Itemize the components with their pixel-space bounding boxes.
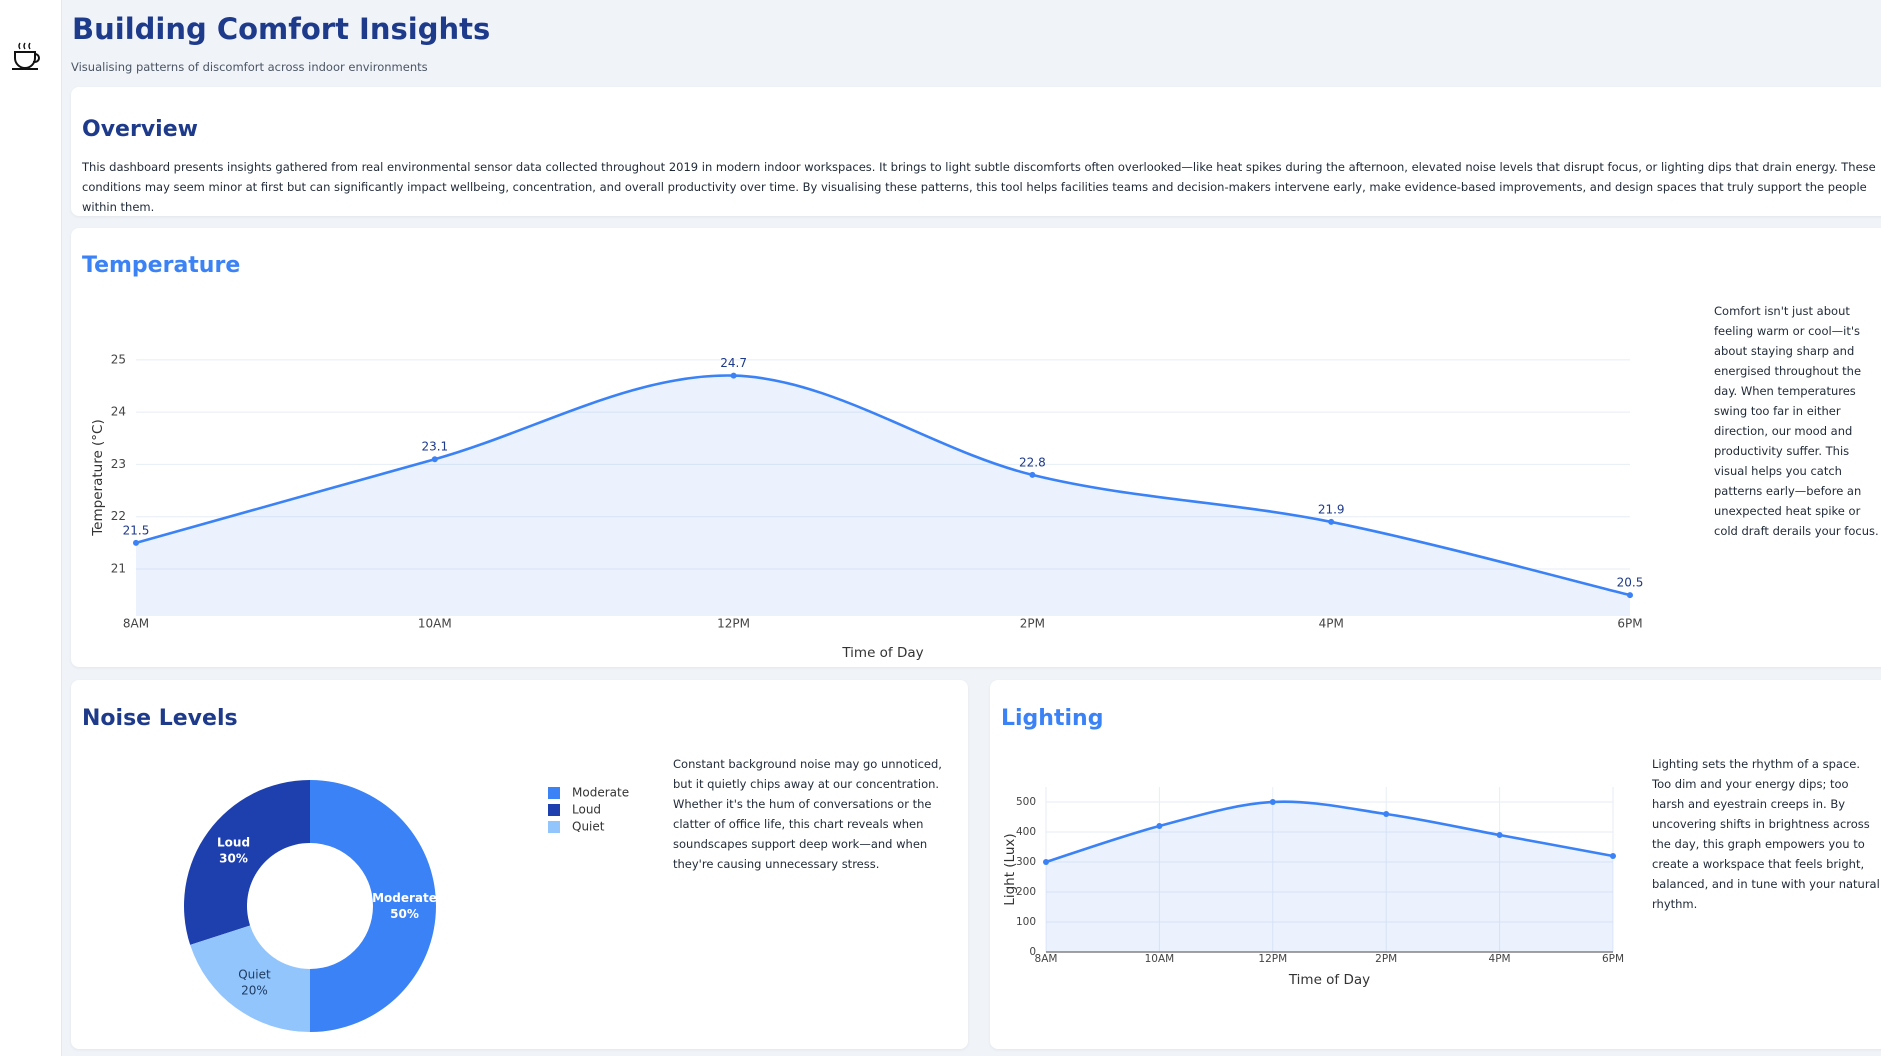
slice-value: 30% [219, 851, 248, 865]
chart-title: Temperature [82, 253, 241, 278]
slice-label: Quiet 20% [238, 967, 271, 997]
x-tick-label: 2PM [1375, 953, 1397, 965]
slice-label: Moderate 50% [372, 891, 437, 921]
point [133, 539, 139, 546]
temperature-card: Temperature Comfort isn't just about fee… [71, 228, 1881, 667]
y-tick-label: 300 [1016, 856, 1036, 868]
legend-label: Moderate [572, 786, 629, 800]
point [1383, 811, 1390, 817]
x-axis-title: Time of Day [1288, 972, 1370, 988]
x-tick-label: 6PM [1617, 617, 1642, 631]
data-label: 21.5 [123, 523, 150, 537]
point [1328, 518, 1335, 525]
x-tick-label: 6PM [1602, 953, 1624, 965]
slice [190, 925, 310, 1032]
x-tick-label: 2PM [1020, 617, 1045, 631]
point [1029, 471, 1036, 478]
y-tick-label: 23 [111, 457, 126, 471]
slice-value: 50% [390, 907, 419, 921]
overview-text: This dashboard presents insights gathere… [82, 160, 1876, 214]
legend-label: Quiet [572, 820, 605, 834]
y-tick-label: 400 [1016, 826, 1036, 838]
x-tick-label: 10AM [418, 617, 452, 631]
overview-title: Overview [82, 117, 198, 142]
temperature-description: Comfort isn't just about feeling warm or… [1714, 304, 1879, 538]
x-tick-label: 8AM [123, 617, 149, 631]
data-label: 24.7 [720, 356, 747, 370]
y-tick-label: 500 [1016, 796, 1036, 808]
sidebar [0, 0, 62, 1056]
area [1046, 801, 1613, 952]
slice [184, 780, 310, 945]
legend-swatch [548, 821, 560, 833]
data-label: 21.9 [1318, 502, 1345, 516]
y-axis-title: Temperature (°C) [90, 419, 106, 537]
point [1627, 592, 1633, 599]
x-tick-label: 10AM [1145, 953, 1175, 965]
y-axis-title: Light (Lux) [1002, 833, 1018, 905]
y-tick-label: 24 [111, 405, 126, 419]
chart-title: Lighting [1001, 706, 1104, 731]
lighting-description: Lighting sets the rhythm of a space. Too… [1652, 757, 1880, 911]
y-tick-label: 200 [1016, 886, 1036, 898]
x-tick-label: 8AM [1035, 953, 1058, 965]
line [1045, 800, 1614, 864]
data-label: 23.1 [421, 440, 448, 454]
x-tick-label: 4PM [1489, 953, 1511, 965]
data-label: 22.8 [1019, 455, 1046, 469]
point [1043, 859, 1049, 865]
page-title: Building Comfort Insights [72, 12, 491, 46]
slice-name: Quiet [238, 967, 271, 981]
point [1610, 853, 1616, 859]
slice-value: 20% [241, 983, 268, 997]
slice-label: Loud 30% [217, 835, 250, 865]
coffee-icon[interactable] [7, 36, 47, 76]
slice-name: Loud [217, 835, 250, 849]
slice [310, 780, 436, 1032]
point [1496, 832, 1503, 838]
legend-swatch [548, 804, 560, 816]
point [1156, 823, 1163, 829]
y-tick-label: 22 [111, 509, 126, 523]
slice-name: Moderate [372, 891, 437, 905]
x-tick-label: 4PM [1319, 617, 1344, 631]
chart-title: Noise Levels [82, 706, 238, 731]
area [136, 375, 1630, 616]
legend-swatch [548, 787, 560, 799]
x-tick-label: 12PM [717, 617, 750, 631]
legend-label: Loud [572, 803, 601, 817]
overview-card: Overview This dashboard presents insight… [71, 87, 1881, 216]
point [730, 372, 737, 379]
y-tick-label: 0 [1029, 946, 1036, 958]
y-tick-label: 25 [111, 352, 126, 366]
lighting-card: Lighting Lighting sets the rhythm of a s… [990, 680, 1881, 1049]
x-tick-label: 12PM [1258, 953, 1287, 965]
line [135, 374, 1631, 597]
point [1269, 799, 1276, 805]
data-label: 20.5 [1617, 576, 1644, 590]
y-tick-label: 100 [1016, 916, 1036, 928]
y-tick-label: 21 [111, 561, 126, 575]
noise-description: Constant background noise may go unnotic… [673, 757, 942, 871]
x-axis-title: Time of Day [841, 645, 923, 661]
page-subtitle: Visualising patterns of discomfort acros… [71, 60, 428, 74]
point [431, 456, 438, 463]
